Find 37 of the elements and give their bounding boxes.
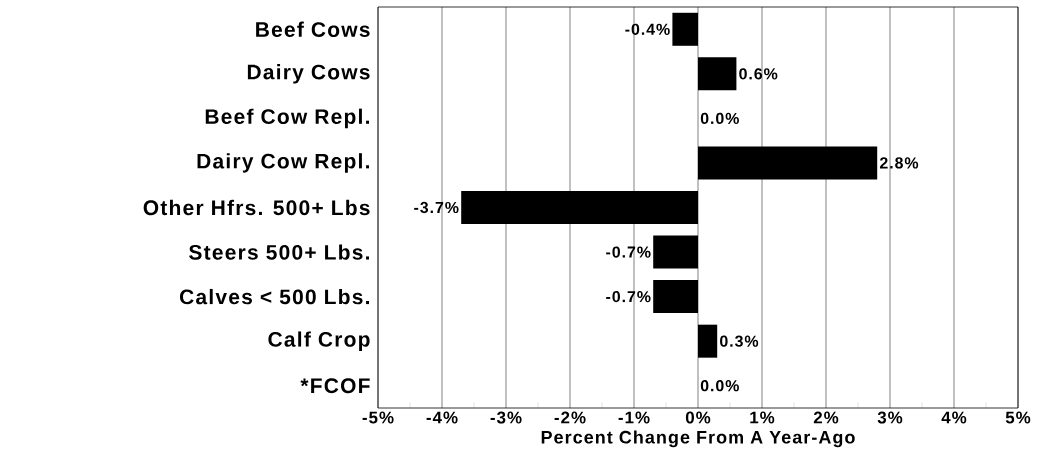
data-label: -0.7%	[606, 246, 651, 258]
bar	[653, 235, 698, 269]
data-label: -0.4%	[625, 23, 670, 35]
y-tick-label: *FCOF	[300, 378, 370, 394]
bar	[653, 280, 698, 314]
data-label: 0.3%	[720, 335, 759, 347]
data-label: -0.7%	[606, 290, 651, 303]
bar	[461, 191, 698, 225]
x-tick-label: -1%	[618, 411, 650, 424]
x-axis-title: Percent Change From A Year-Ago	[541, 430, 855, 448]
y-tick-label: Calves < 500 Lbs.	[179, 288, 370, 305]
y-tick-label: Steers 500+ Lbs.	[189, 244, 370, 260]
y-tick-label: Dairy Cows	[247, 64, 370, 84]
x-tick-label: 5%	[1005, 411, 1031, 424]
data-label: 0.6%	[739, 68, 778, 80]
bar	[698, 146, 878, 180]
data-label: 0.0%	[700, 112, 739, 125]
x-tick-label: -5%	[362, 411, 394, 424]
x-tick-label: 3%	[877, 411, 903, 424]
x-tick-label: 0%	[685, 411, 711, 424]
bar	[698, 324, 718, 358]
x-tick-label: -3%	[490, 411, 522, 424]
y-tick-label: Calf Crop	[268, 331, 370, 351]
y-tick-label: Other Hfrs. 500+ Lbs	[143, 199, 370, 216]
data-label: -3.7%	[414, 201, 459, 214]
x-tick-label: 2%	[813, 411, 839, 424]
data-label: 0.0%	[700, 380, 739, 392]
y-tick-label: Beef Cows	[256, 21, 370, 37]
x-tick-label: -2%	[554, 411, 586, 424]
x-tick-label: 1%	[750, 411, 775, 424]
x-tick-label: 4%	[941, 411, 967, 424]
bar	[698, 57, 737, 91]
x-tick-label: -4%	[426, 411, 458, 424]
y-tick-label: Beef Cow Repl.	[205, 108, 370, 129]
bar	[672, 12, 698, 46]
data-label: 2.8%	[879, 157, 919, 169]
y-tick-label: Dairy Cow Repl.	[197, 153, 370, 173]
